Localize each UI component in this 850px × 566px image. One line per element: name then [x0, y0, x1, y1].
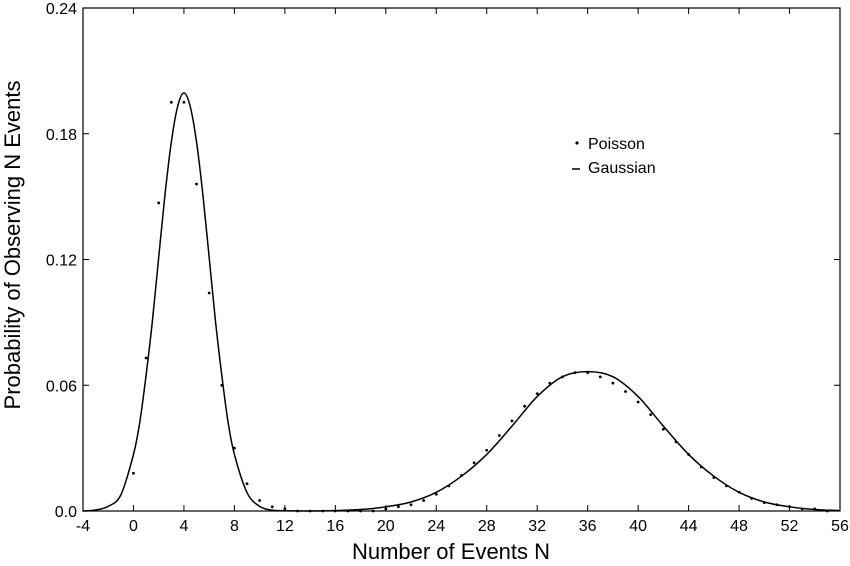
- y-tick-label: 0.06: [46, 378, 77, 395]
- y-tick-label: 0.12: [46, 253, 77, 270]
- poisson-point: [586, 371, 590, 375]
- poisson-point: [434, 492, 438, 496]
- y-tick-label: 0.18: [46, 127, 77, 144]
- poisson-point: [535, 392, 539, 396]
- poisson-point: [649, 413, 653, 416]
- poisson-point: [661, 427, 665, 431]
- poisson-point: [270, 505, 274, 509]
- legend: Poisson Gaussian: [572, 136, 656, 177]
- poisson-point: [712, 476, 716, 479]
- poisson-point: [371, 509, 375, 513]
- poisson-point: [800, 507, 804, 511]
- x-tick-label: 28: [478, 518, 496, 535]
- legend-poisson-label: Poisson: [588, 136, 645, 153]
- x-tick-label: 40: [629, 518, 647, 535]
- poisson-point: [636, 400, 640, 404]
- poisson-point: [762, 501, 766, 505]
- tick-labels: -4 0 4 8 12 16 20 24 28 32 36 40 44 48 52 560.00.060.12…: [46, 1, 849, 535]
- poisson-point: [750, 497, 754, 500]
- poisson-point: [283, 507, 287, 511]
- x-tick-label: 24: [427, 518, 445, 535]
- gaussian-series: [82, 92, 841, 512]
- poisson-point: [233, 446, 236, 450]
- poisson-point: [308, 509, 312, 513]
- x-tick-label: 48: [730, 518, 748, 535]
- poisson-point: [346, 509, 350, 513]
- poisson-point: [169, 100, 173, 104]
- x-tick-label: 32: [528, 518, 546, 535]
- poisson-point: [523, 404, 526, 408]
- x-tick-label: 36: [579, 518, 597, 535]
- poisson-point: [598, 375, 602, 379]
- poisson-point: [157, 201, 161, 205]
- gaussian-line: [82, 92, 841, 512]
- tick-marks: [82, 7, 841, 512]
- x-tick-label: 0: [129, 518, 138, 535]
- x-tick-label: 52: [781, 518, 799, 535]
- poisson-point: [548, 381, 552, 385]
- poisson-point: [825, 509, 829, 513]
- poisson-point: [775, 503, 779, 507]
- poisson-point: [561, 375, 564, 379]
- y-tick-label: 0.0: [55, 504, 77, 521]
- x-tick-label: 8: [230, 518, 239, 535]
- x-tick-label: 20: [377, 518, 395, 535]
- poisson-point: [384, 507, 388, 511]
- poisson-point: [447, 484, 451, 488]
- poisson-point: [220, 383, 224, 387]
- poisson-point: [207, 291, 211, 295]
- y-axis-title: Probability of Observing N Events: [0, 81, 25, 410]
- poisson-point: [611, 381, 615, 385]
- x-tick-label: 4: [179, 518, 188, 535]
- x-tick-label: 44: [680, 518, 698, 535]
- poisson-point: [624, 390, 627, 393]
- poisson-point: [737, 490, 741, 494]
- poisson-point: [687, 453, 690, 456]
- poisson-point: [144, 356, 148, 360]
- y-tick-label: 0.24: [46, 1, 77, 18]
- poisson-point: [699, 465, 703, 469]
- legend-gaussian-label: Gaussian: [588, 160, 656, 177]
- poisson-point: [573, 371, 577, 375]
- poisson-point: [497, 434, 501, 437]
- poisson-point: [788, 505, 791, 509]
- x-axis-title: Number of Events N: [352, 539, 550, 564]
- poisson-point: [409, 503, 413, 507]
- poisson-point: [195, 182, 198, 186]
- poisson-point: [296, 509, 299, 513]
- poisson-point: [422, 499, 426, 502]
- poisson-point: [359, 509, 362, 513]
- poisson-point: [485, 448, 489, 452]
- poisson-point: [245, 482, 249, 486]
- poisson-point: [258, 499, 262, 502]
- poisson-point: [460, 473, 463, 477]
- poisson-point: [333, 509, 337, 513]
- poisson-point: [725, 484, 728, 488]
- x-tick-label: -4: [76, 518, 90, 535]
- x-tick-label: 16: [326, 518, 344, 535]
- poisson-point: [321, 509, 325, 513]
- poisson-point: [472, 461, 476, 465]
- poisson-point: [182, 100, 186, 104]
- poisson-point: [510, 419, 514, 423]
- x-tick-label: 12: [276, 518, 294, 535]
- poisson-point: [132, 471, 135, 475]
- legend-poisson-marker: [575, 141, 579, 145]
- poisson-point: [813, 507, 817, 511]
- poisson-series: [132, 100, 829, 513]
- poisson-point: [674, 440, 678, 444]
- x-tick-label: 56: [831, 518, 849, 535]
- poisson-point: [397, 505, 400, 509]
- plot-frame: [82, 7, 841, 512]
